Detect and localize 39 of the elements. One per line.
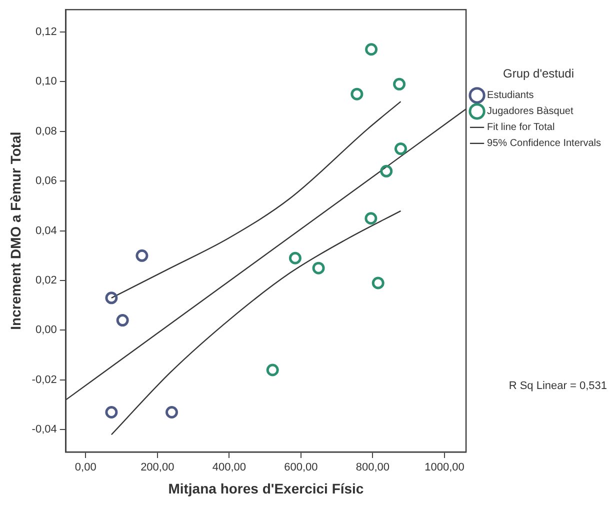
legend-label: Estudiants — [487, 90, 534, 102]
point — [394, 142, 407, 156]
point — [116, 314, 129, 327]
x-tick-label: 600,00 — [284, 462, 318, 474]
x-tick-label: 1000,00 — [424, 462, 464, 474]
point — [105, 292, 118, 304]
x-tick-label: 0,00 — [74, 462, 96, 474]
point — [312, 262, 325, 274]
y-tick-label: 0,08 — [35, 125, 57, 138]
text: R Sq Linear = 0,531 — [508, 380, 607, 392]
y-tick-label: 0,10 — [35, 76, 57, 88]
point — [365, 43, 378, 56]
point — [372, 276, 384, 290]
y-tick-label: -0,04 — [32, 424, 57, 436]
point — [350, 88, 364, 100]
x-axis-title: Mitjana hores d'Exercici Físic — [168, 480, 364, 496]
point — [393, 78, 406, 90]
y-tick-label: -0,02 — [32, 374, 57, 386]
legend-title: Grup d'estudi — [503, 66, 574, 80]
y-tick-label: 0,06 — [35, 175, 57, 188]
legend-label: Jugadores Bàsquet — [487, 106, 574, 118]
point — [105, 406, 118, 418]
x-tick-label: 200,00 — [140, 462, 174, 474]
line-series — [110, 210, 402, 436]
point — [266, 364, 279, 376]
point — [364, 212, 378, 225]
legend-label: Fit line for Total — [487, 122, 555, 134]
point — [166, 406, 178, 418]
y-tick-label: 0,00 — [35, 324, 57, 336]
point — [380, 164, 393, 178]
legend-label: 95% Confidence Intervals — [487, 138, 602, 150]
x-tick-label: 800,00 — [356, 462, 390, 474]
y-tick-label: 0,04 — [35, 224, 57, 237]
y-tick-label: 0,02 — [35, 274, 57, 287]
point — [288, 252, 302, 264]
y-axis-title: Increment DMO a Fèmur Total — [7, 132, 24, 330]
y-tick-label: 0,12 — [35, 26, 57, 38]
point — [136, 249, 148, 262]
x-tick-label: 400,00 — [212, 462, 246, 474]
